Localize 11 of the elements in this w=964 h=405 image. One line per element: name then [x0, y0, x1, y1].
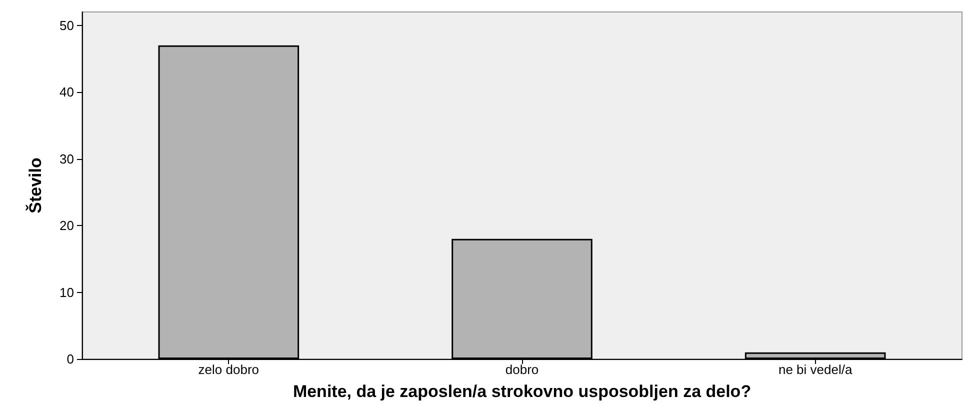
y-tick-label: 40	[60, 84, 74, 100]
x-tick-label: dobro	[505, 362, 539, 377]
x-tick-label: ne bi vedel/a	[778, 362, 853, 377]
y-tick-label: 50	[60, 18, 74, 33]
y-tick-label: 10	[60, 284, 74, 300]
x-tick-label: zelo dobro	[198, 362, 260, 377]
y-tick-label: 20	[60, 218, 74, 234]
y-tick-label: 0	[66, 352, 74, 366]
x-axis-title: Menite, da je zaposlen/a strokovno usposobljen za delo?	[292, 382, 752, 401]
y-tick-label: 30	[60, 151, 74, 166]
y-axis-title: Število	[25, 158, 45, 214]
